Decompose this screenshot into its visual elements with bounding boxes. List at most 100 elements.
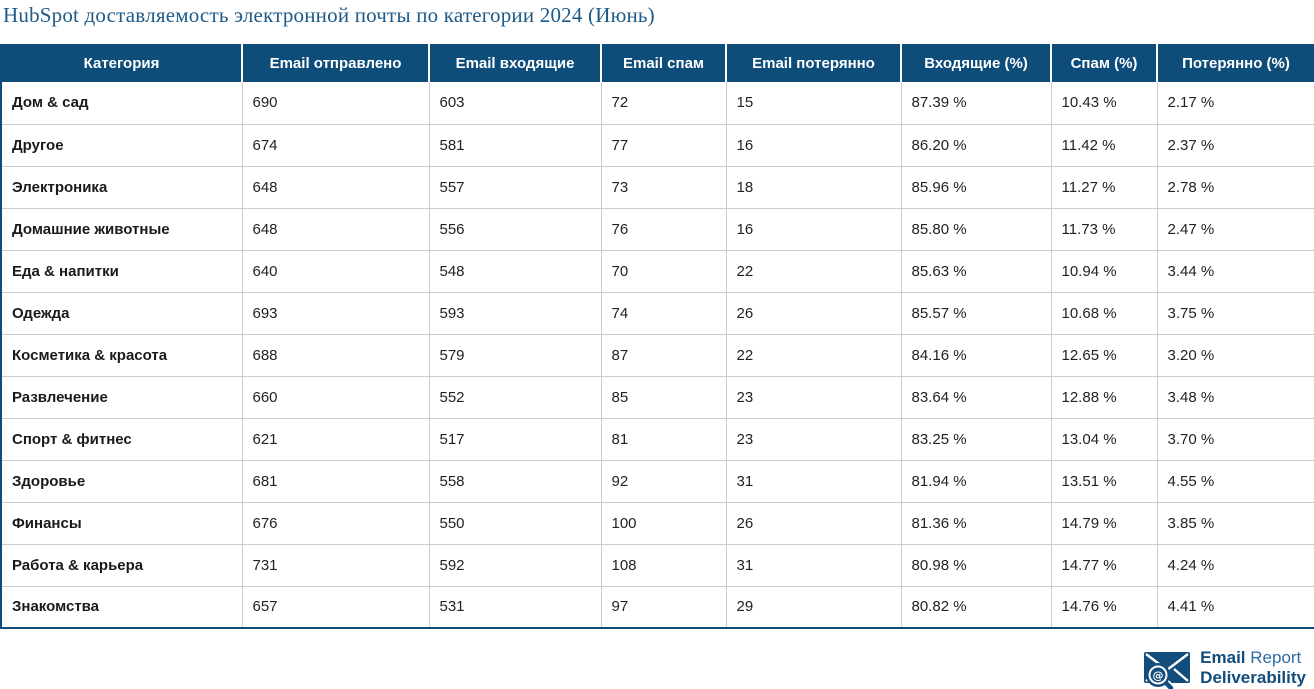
value-cell: 74	[601, 291, 727, 334]
value-cell: 87	[601, 333, 727, 376]
value-cell: 3.44 %	[1157, 249, 1314, 292]
value-cell: 3.85 %	[1157, 501, 1314, 544]
value-cell: 688	[242, 333, 430, 376]
category-cell: Развлечение	[1, 375, 243, 418]
value-cell: 693	[242, 291, 430, 334]
value-cell: 674	[242, 123, 430, 166]
envelope-magnifier-at-icon: @	[1144, 652, 1191, 689]
table-row: Электроника 648 557 73 18 85.96 % 11.27 % 2.78 …	[1, 165, 1314, 208]
value-cell: 4.41 %	[1157, 585, 1314, 628]
value-cell: 16	[726, 123, 902, 166]
value-cell: 731	[242, 543, 430, 586]
value-cell: 648	[242, 207, 430, 250]
value-cell: 12.88 %	[1051, 375, 1158, 418]
value-cell: 26	[726, 291, 902, 334]
value-cell: 31	[726, 543, 902, 586]
value-cell: 97	[601, 585, 727, 628]
value-cell: 81	[601, 417, 727, 460]
value-cell: 85.80 %	[901, 207, 1052, 250]
table-header: Категория Email отправлено Email входящие E…	[1, 44, 1314, 82]
category-cell: Дом & сад	[1, 82, 243, 124]
value-cell: 640	[242, 249, 430, 292]
email-report-deliverability-logo: @ Email Report Deliverability	[1143, 647, 1306, 689]
value-cell: 85.96 %	[901, 165, 1052, 208]
value-cell: 108	[601, 543, 727, 586]
value-cell: 10.68 %	[1051, 291, 1158, 334]
column-header: Входящие (%)	[901, 44, 1052, 82]
value-cell: 70	[601, 249, 727, 292]
category-cell: Другое	[1, 123, 243, 166]
value-cell: 14.79 %	[1051, 501, 1158, 544]
value-cell: 83.64 %	[901, 375, 1052, 418]
svg-text:@: @	[1153, 669, 1164, 682]
value-cell: 73	[601, 165, 727, 208]
value-cell: 3.70 %	[1157, 417, 1314, 460]
category-cell: Знакомства	[1, 585, 243, 628]
value-cell: 29	[726, 585, 902, 628]
table-row: Домашние животные 648 556 76 16 85.80 % 11.73 …	[1, 207, 1314, 250]
category-cell: Одежда	[1, 291, 243, 334]
column-header: Потерянно (%)	[1157, 44, 1314, 82]
logo-word-deliverability: Deliverability	[1200, 668, 1306, 687]
value-cell: 81.94 %	[901, 459, 1052, 502]
value-cell: 18	[726, 165, 902, 208]
value-cell: 11.42 %	[1051, 123, 1158, 166]
value-cell: 22	[726, 249, 902, 292]
value-cell: 14.77 %	[1051, 543, 1158, 586]
value-cell: 579	[429, 333, 602, 376]
value-cell: 690	[242, 82, 430, 124]
value-cell: 3.48 %	[1157, 375, 1314, 418]
value-cell: 621	[242, 417, 430, 460]
value-cell: 550	[429, 501, 602, 544]
value-cell: 11.73 %	[1051, 207, 1158, 250]
value-cell: 548	[429, 249, 602, 292]
value-cell: 552	[429, 375, 602, 418]
value-cell: 84.16 %	[901, 333, 1052, 376]
deliverability-table: Категория Email отправлено Email входящие E…	[0, 44, 1314, 629]
value-cell: 14.76 %	[1051, 585, 1158, 628]
logo-word-email: Email	[1200, 648, 1246, 667]
value-cell: 85	[601, 375, 727, 418]
page-title: HubSpot доставляемость электронной почты…	[3, 3, 655, 27]
category-cell: Здоровье	[1, 459, 243, 502]
column-header: Email спам	[601, 44, 727, 82]
table-row: Спорт & фитнес 621 517 81 23 83.25 % 13.04 % 3.…	[1, 417, 1314, 460]
value-cell: 80.98 %	[901, 543, 1052, 586]
value-cell: 2.37 %	[1157, 123, 1314, 166]
value-cell: 4.55 %	[1157, 459, 1314, 502]
table-header-row: Категория Email отправлено Email входящие E…	[1, 44, 1314, 82]
value-cell: 3.20 %	[1157, 333, 1314, 376]
value-cell: 85.57 %	[901, 291, 1052, 334]
category-cell: Еда & напитки	[1, 249, 243, 292]
table-row: Дом & сад 690 603 72 15 87.39 % 10.43 % 2.17 %	[1, 82, 1314, 124]
value-cell: 23	[726, 417, 902, 460]
value-cell: 2.17 %	[1167, 94, 1215, 112]
value-cell: 603	[429, 82, 602, 124]
value-cell: 556	[429, 207, 602, 250]
value-cell: 16	[726, 207, 902, 250]
table-row: Еда & напитки 640 548 70 22 85.63 % 10.94 % 3.4…	[1, 249, 1314, 292]
category-cell: Спорт & фитнес	[1, 417, 243, 460]
value-cell: 10.43 %	[1051, 82, 1158, 124]
value-cell: 22	[726, 333, 902, 376]
value-cell: 531	[429, 585, 602, 628]
column-header: Email входящие	[429, 44, 602, 82]
category-cell: Косметика & красота	[1, 333, 243, 376]
value-cell: 517	[429, 417, 602, 460]
value-cell: 76	[601, 207, 727, 250]
category-cell: Финансы	[1, 501, 243, 544]
value-cell: 3.75 %	[1157, 291, 1314, 334]
value-cell: 2.78 %	[1157, 165, 1314, 208]
value-cell: 100	[601, 501, 727, 544]
value-cell: 15	[726, 82, 902, 124]
column-header: Email потерянно	[726, 44, 902, 82]
table-row: Знакомства 657 531 97 29 80.82 % 14.76 % 4.41 %	[1, 585, 1314, 628]
value-cell: 4.24 %	[1157, 543, 1314, 586]
value-cell: 31	[726, 459, 902, 502]
value-cell: 81.36 %	[901, 501, 1052, 544]
value-cell: 657	[242, 585, 430, 628]
value-cell: 558	[429, 459, 602, 502]
column-header: Категория	[1, 44, 243, 82]
value-cell: 592	[429, 543, 602, 586]
table-row: Косметика & красота 688 579 87 22 84.16 % 12.6…	[1, 333, 1314, 376]
